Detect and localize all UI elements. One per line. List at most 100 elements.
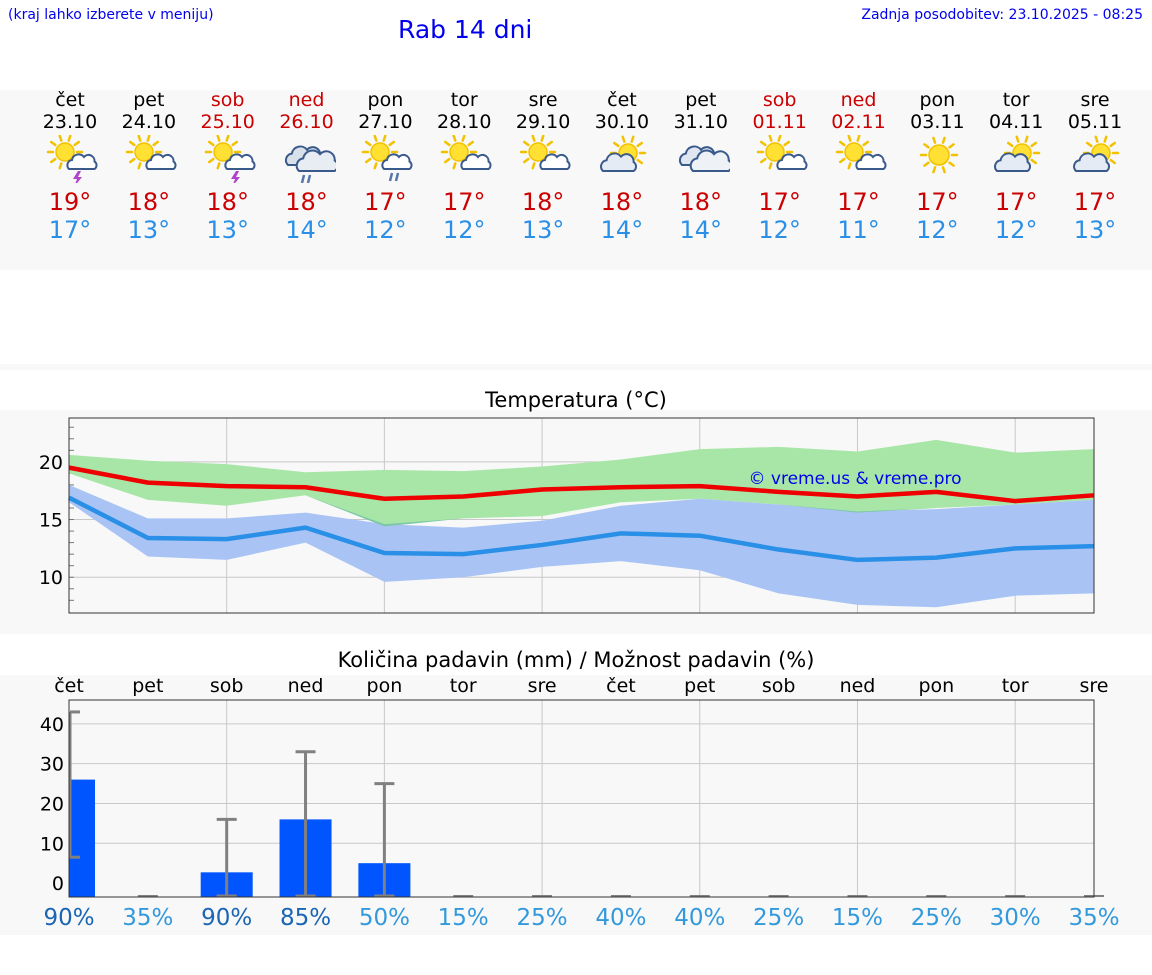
precip-probability: 25%: [910, 905, 962, 931]
precip-probability: 15%: [831, 905, 884, 931]
day-column: pet 24.10 18° 13°: [109, 89, 189, 259]
temperature-chart-band: [0, 410, 1152, 634]
temperature-chart-title: Temperatura (°C): [485, 388, 667, 412]
temp-min: 12°: [364, 216, 407, 244]
precip-probability: 40%: [674, 905, 726, 931]
day-column: čet 30.10 18° 14°: [582, 89, 662, 259]
precip-probability: 25%: [753, 905, 805, 931]
sun-cloud-rain-icon: [362, 135, 413, 182]
day-name: sob: [210, 89, 245, 111]
precip-probability: 50%: [358, 905, 410, 931]
cloud-rain-icon: [284, 145, 336, 183]
day-date: 26.10: [279, 111, 334, 133]
day-date: 29.10: [515, 111, 571, 133]
sun-cloud-icon: [441, 135, 492, 170]
precip-probability: 15%: [437, 905, 489, 931]
day-date: 27.10: [358, 111, 413, 133]
cloudy-icon: [678, 145, 730, 172]
day-date: 31.10: [673, 111, 728, 133]
day-name: pon: [919, 89, 956, 111]
temp-min: 13°: [127, 216, 171, 244]
temp-max: 18°: [206, 188, 249, 216]
temp-max: 18°: [521, 188, 565, 216]
temp-min: 12°: [442, 216, 486, 244]
day-column: pon 27.10 17° 12°: [345, 89, 425, 259]
day-name: sob: [762, 89, 797, 111]
day-date: 28.10: [437, 111, 492, 133]
precip-probability: 90%: [43, 905, 95, 931]
day-name: sre: [528, 89, 558, 111]
temp-max: 17°: [758, 188, 801, 216]
day-column: sre 29.10 18° 13°: [503, 89, 583, 259]
day-name: ned: [288, 89, 325, 111]
precip-probability: 35%: [1068, 905, 1120, 931]
day-name: čet: [55, 89, 85, 111]
day-name: ned: [840, 89, 877, 111]
day-name: čet: [607, 89, 637, 111]
temp-max: 18°: [679, 188, 723, 216]
day-date: 03.11: [910, 111, 965, 133]
day-date: 25.10: [200, 111, 255, 133]
precip-probability: 85%: [279, 905, 332, 931]
cloud-sun-icon: [600, 135, 647, 172]
precip-probability: 35%: [122, 905, 174, 931]
daily-forecast-band: [0, 90, 1152, 270]
temp-max: 17°: [837, 188, 880, 216]
temp-max: 18°: [127, 188, 171, 216]
day-name: sre: [1080, 89, 1110, 111]
cloud-sun-icon: [1073, 135, 1120, 172]
sun-cloud-icon: [125, 135, 177, 170]
sun-cloud-icon: [835, 135, 886, 170]
day-column: ned 02.11 17° 11°: [819, 89, 899, 259]
day-column: sob 25.10 18° 13°: [188, 89, 268, 259]
day-name: pet: [685, 89, 717, 111]
day-column: pon 03.11 17° 12°: [897, 89, 977, 259]
last-updated: Zadnja posodobitev: 23.10.2025 - 08:25: [861, 7, 1143, 23]
day-column: tor 28.10 17° 12°: [424, 89, 504, 259]
day-date: 05.11: [1067, 111, 1123, 133]
separator-band: [0, 364, 1152, 370]
temp-max: 17°: [916, 188, 959, 216]
sun-cloud-icon: [519, 135, 571, 170]
sun-icon: [920, 136, 959, 174]
cloud-sun-icon: [994, 135, 1041, 172]
day-column: ned 26.10 18° 14°: [267, 89, 347, 259]
temp-max: 17°: [442, 188, 486, 216]
day-date: 01.11: [752, 111, 807, 133]
day-name: tor: [450, 89, 478, 111]
temp-min: 14°: [600, 216, 644, 244]
day-column: čet 23.10 19° 17°: [30, 89, 110, 259]
temp-max: 18°: [285, 188, 328, 216]
temp-max: 19°: [48, 188, 92, 216]
temp-max: 18°: [600, 188, 644, 216]
day-name: pon: [367, 89, 404, 111]
day-date: 23.10: [42, 111, 98, 133]
day-date: 02.11: [831, 111, 886, 133]
temp-min: 12°: [916, 216, 959, 244]
temp-max: 17°: [994, 188, 1038, 216]
temp-min: 14°: [679, 216, 723, 244]
location-hint[interactable]: (kraj lahko izberete v meniju): [8, 7, 214, 23]
temp-max: 17°: [364, 188, 407, 216]
day-column: pet 31.10 18° 14°: [661, 89, 741, 259]
precipitation-chart-band: [0, 675, 1152, 935]
precip-probability: 30%: [989, 905, 1041, 931]
day-name: pet: [133, 89, 165, 111]
precip-probability: 90%: [201, 905, 253, 931]
day-date: 30.10: [594, 111, 650, 133]
precip-probability: 40%: [595, 905, 647, 931]
day-column: tor 04.11 17° 12°: [976, 89, 1056, 259]
precipitation-chart-title: Količina padavin (mm) / Možnost padavin …: [337, 648, 815, 672]
day-date: 24.10: [121, 111, 177, 133]
day-column: sre 05.11 17° 13°: [1055, 89, 1135, 259]
temp-min: 13°: [521, 216, 565, 244]
temp-min: 14°: [285, 216, 328, 244]
day-column: sob 01.11 17° 12°: [740, 89, 820, 259]
sun-cloud-icon: [756, 135, 808, 170]
temp-min: 17°: [48, 216, 92, 244]
day-name: tor: [1002, 89, 1030, 111]
precip-probability: 25%: [516, 905, 568, 931]
day-date: 04.11: [988, 111, 1044, 133]
temp-min: 13°: [206, 216, 249, 244]
page-title: Rab 14 dni: [398, 15, 533, 44]
